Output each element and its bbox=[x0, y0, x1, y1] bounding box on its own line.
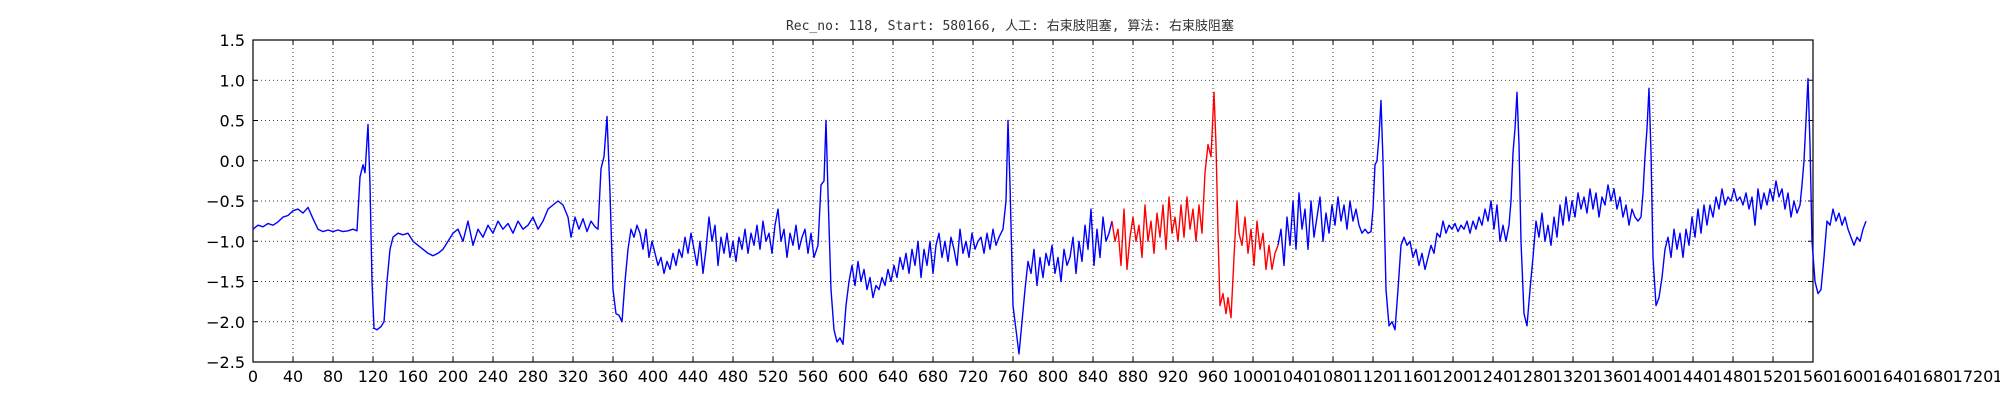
x-tick-label: 840 bbox=[1078, 367, 1109, 386]
x-tick-label: 1480 bbox=[1713, 367, 1754, 386]
x-tick-label: 1160 bbox=[1393, 367, 1434, 386]
y-tick-label: −1.5 bbox=[206, 273, 245, 292]
chart-title: Rec_no: 118, Start: 580166, 人工: 右束肢阻塞, 算… bbox=[786, 18, 1234, 34]
x-tick-label: 80 bbox=[323, 367, 343, 386]
x-tick-label: 1000 bbox=[1233, 367, 1274, 386]
x-tick-label: 1040 bbox=[1273, 367, 1314, 386]
x-tick-label: 1520 bbox=[1753, 367, 1794, 386]
x-tick-label: 1120 bbox=[1353, 367, 1394, 386]
x-tick-label: 520 bbox=[758, 367, 789, 386]
x-tick-label: 0 bbox=[248, 367, 258, 386]
y-axis-ticks: −2.5 −2.0 −1.5 −1.0 −0.5 0.0 0.5 1.0 1.5 bbox=[206, 31, 1813, 372]
x-tick-label: 760 bbox=[998, 367, 1029, 386]
x-tick-label: 320 bbox=[558, 367, 589, 386]
x-tick-label: 280 bbox=[518, 367, 549, 386]
x-tick-label: 600 bbox=[838, 367, 869, 386]
x-tick-label: 1240 bbox=[1473, 367, 1514, 386]
x-tick-label: 1680 bbox=[1913, 367, 1954, 386]
x-tick-label: 1280 bbox=[1513, 367, 1554, 386]
x-tick-label: 1320 bbox=[1553, 367, 1594, 386]
x-tick-label: 960 bbox=[1198, 367, 1229, 386]
x-tick-label: 400 bbox=[638, 367, 669, 386]
series-line bbox=[252, 115, 1113, 355]
y-tick-label: 0.0 bbox=[220, 152, 245, 171]
x-tick-label: 1560 bbox=[1793, 367, 1834, 386]
x-tick-label: 920 bbox=[1158, 367, 1189, 386]
x-tick-label: 880 bbox=[1118, 367, 1149, 386]
x-tick-label: 480 bbox=[718, 367, 749, 386]
x-tick-label: 240 bbox=[478, 367, 509, 386]
y-tick-label: −0.5 bbox=[206, 192, 245, 211]
x-tick-label: 640 bbox=[878, 367, 909, 386]
x-tick-label: 360 bbox=[598, 367, 629, 386]
series-line bbox=[1111, 91, 1279, 319]
data-series bbox=[252, 77, 1867, 355]
x-tick-label: 1440 bbox=[1673, 367, 1714, 386]
x-tick-label: 800 bbox=[1038, 367, 1069, 386]
y-tick-label: 1.0 bbox=[220, 71, 245, 90]
x-axis-ticks: 0 40 80 120 160 200 240 280 320 360 400 440 480 520 56… bbox=[248, 40, 2000, 386]
x-tick-label: 1200 bbox=[1433, 367, 1474, 386]
y-tick-label: −2.0 bbox=[206, 313, 245, 332]
x-tick-label: 1720 bbox=[1953, 367, 1994, 386]
y-tick-label: −1.0 bbox=[206, 232, 245, 251]
grid-lines bbox=[253, 40, 1813, 362]
y-tick-label: −2.5 bbox=[206, 353, 245, 372]
x-tick-label: 120 bbox=[358, 367, 389, 386]
x-tick-label: 1400 bbox=[1633, 367, 1674, 386]
x-tick-label: 720 bbox=[958, 367, 989, 386]
x-tick-label: 200 bbox=[438, 367, 469, 386]
x-tick-label: 1640 bbox=[1873, 367, 1914, 386]
x-tick-label: 160 bbox=[398, 367, 429, 386]
series-line bbox=[1277, 77, 1867, 331]
x-tick-label: 1600 bbox=[1833, 367, 1874, 386]
x-tick-label: 1080 bbox=[1313, 367, 1354, 386]
x-tick-label: 680 bbox=[918, 367, 949, 386]
y-tick-label: 0.5 bbox=[220, 112, 245, 131]
y-tick-label: 1.5 bbox=[220, 31, 245, 50]
x-tick-label: 1360 bbox=[1593, 367, 1634, 386]
x-tick-label: 1760 bbox=[1993, 367, 2000, 386]
x-tick-label: 40 bbox=[283, 367, 303, 386]
x-tick-label: 440 bbox=[678, 367, 709, 386]
x-tick-label: 560 bbox=[798, 367, 829, 386]
